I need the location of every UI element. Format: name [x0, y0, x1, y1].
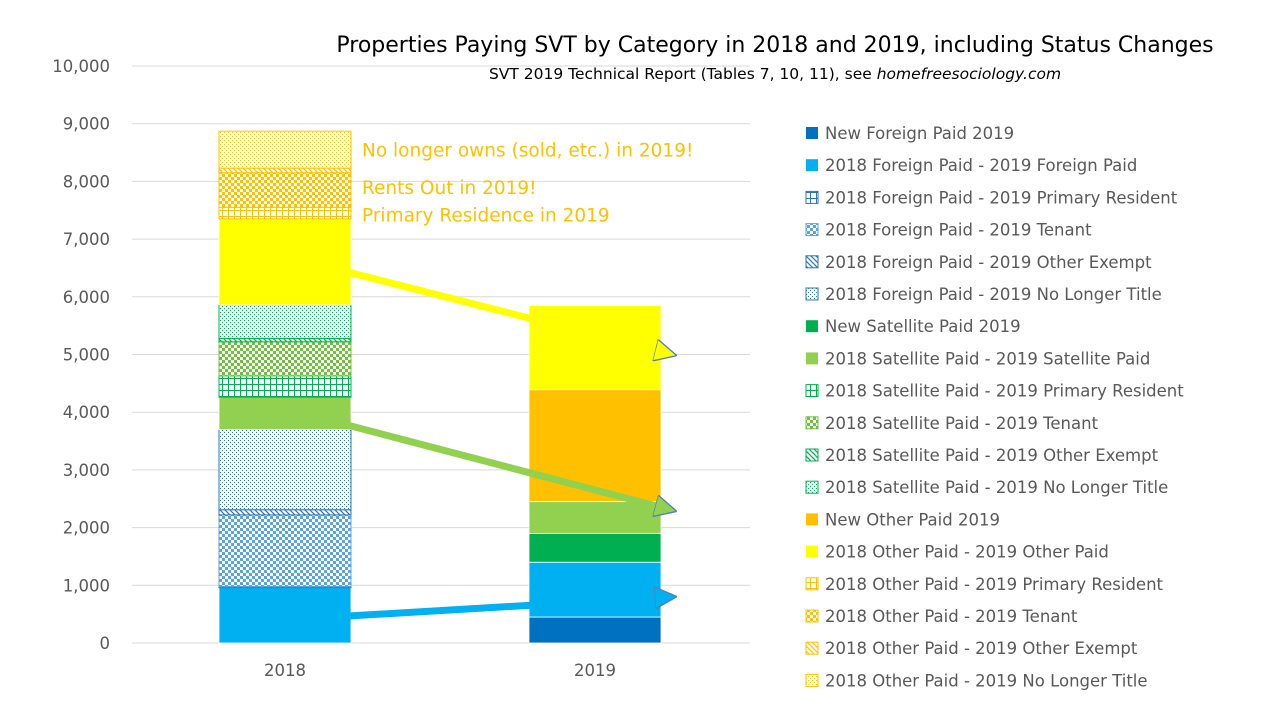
- x-tick-label: 2018: [264, 661, 306, 680]
- legend-label: 2018 Foreign Paid - 2019 Other Exempt: [825, 253, 1152, 272]
- bar-segment: [218, 341, 352, 377]
- legend-swatch: [805, 223, 819, 237]
- arrows: [330, 264, 673, 621]
- legend-label: 2018 Other Paid - 2019 No Longer Title: [825, 671, 1148, 690]
- legend-label: 2018 Satellite Paid - 2019 No Longer Tit…: [825, 478, 1168, 497]
- legend-swatch: [805, 190, 819, 204]
- bar-segment: [218, 206, 352, 220]
- bar-segment: [218, 509, 352, 516]
- legend-label: 2018 Satellite Paid - 2019 Primary Resid…: [825, 382, 1184, 401]
- legend-swatch: [806, 352, 818, 365]
- y-tick-label: 1,000: [63, 576, 110, 595]
- legend-label: 2018 Satellite Paid - 2019 Satellite Pai…: [825, 349, 1150, 368]
- legend-swatch: [805, 448, 819, 462]
- bar-segment: [218, 172, 352, 208]
- legend-swatch: [805, 416, 819, 430]
- legend-label: 2018 Foreign Paid - 2019 Tenant: [825, 221, 1092, 240]
- bar-segment: [218, 337, 352, 343]
- y-tick-label: 7,000: [63, 230, 110, 249]
- legend-swatch: [805, 255, 819, 269]
- legend-swatch: [805, 609, 819, 623]
- chart-title: Properties Paying SVT by Category in 201…: [336, 33, 1213, 58]
- legend-swatch: [806, 320, 818, 333]
- legend-label: 2018 Foreign Paid - 2019 Primary Residen…: [825, 188, 1178, 207]
- y-tick-label: 4,000: [63, 403, 110, 422]
- bar-segment: [528, 501, 662, 534]
- annotation: No longer owns (sold, etc.) in 2019!: [362, 141, 693, 162]
- bar-segment: [218, 514, 352, 587]
- legend-label: 2018 Other Paid - 2019 Tenant: [825, 607, 1078, 626]
- legend-swatch: [805, 384, 819, 398]
- trend-arrow: [330, 264, 673, 355]
- subtitle-prefix: SVT 2019 Technical Report (Tables 7, 10,…: [489, 65, 877, 83]
- trend-arrow: [330, 417, 673, 510]
- y-tick-label: 5,000: [63, 346, 110, 365]
- legend-label: 2018 Other Paid - 2019 Other Exempt: [825, 639, 1138, 658]
- bar-segment: [528, 616, 662, 644]
- bar-segment: [218, 587, 352, 644]
- legend-swatch: [805, 287, 819, 301]
- y-tick-label: 2,000: [63, 519, 110, 538]
- legend-label: New Foreign Paid 2019: [825, 124, 1014, 143]
- legend-label: 2018 Other Paid - 2019 Primary Resident: [825, 575, 1164, 594]
- y-axis: 0 1,000 2,000 3,000 4,000 5,000 6,000 7,000 8,00…: [52, 57, 110, 653]
- bar-segment: [218, 167, 352, 174]
- legend-label: 2018 Foreign Paid - 2019 No Longer Title: [825, 285, 1162, 304]
- legend-label: 2018 Other Paid - 2019 Other Paid: [825, 543, 1109, 562]
- legend-label: New Satellite Paid 2019: [825, 317, 1021, 336]
- annotation: Rents Out in 2019!: [362, 178, 537, 199]
- annotation: Primary Residence in 2019: [362, 205, 610, 226]
- bar-segment: [218, 375, 352, 398]
- y-tick-label: 9,000: [63, 115, 110, 134]
- y-tick-label: 10,000: [52, 57, 110, 76]
- legend-swatch: [806, 159, 818, 172]
- y-tick-label: 3,000: [63, 461, 110, 480]
- x-axis: 2018 2019: [264, 661, 616, 680]
- legend-swatch: [805, 480, 819, 494]
- annotations: No longer owns (sold, etc.) in 2019! Rent…: [362, 141, 693, 227]
- bar-segment: [528, 389, 662, 503]
- legend-swatch: [805, 673, 819, 687]
- y-tick-label: 6,000: [63, 288, 110, 307]
- trend-arrow: [331, 597, 673, 621]
- bar-segment: [528, 561, 662, 618]
- legend-swatch: [806, 545, 818, 558]
- x-tick-label: 2019: [574, 661, 616, 680]
- bars: [218, 130, 662, 644]
- legend-swatch: [806, 513, 818, 526]
- legend-swatch: [805, 641, 819, 655]
- bar-segment: [218, 304, 352, 339]
- legend-label: 2018 Satellite Paid - 2019 Other Exempt: [825, 446, 1159, 465]
- bar-segment: [218, 429, 352, 511]
- bar-segment: [218, 396, 352, 430]
- legend-swatch: [806, 127, 818, 139]
- y-tick-label: 8,000: [63, 172, 110, 191]
- bar-segment: [528, 532, 662, 563]
- chart-subtitle: SVT 2019 Technical Report (Tables 7, 10,…: [489, 65, 1061, 83]
- legend-label: 2018 Satellite Paid - 2019 Tenant: [825, 414, 1099, 433]
- y-tick-label: 0: [100, 634, 111, 653]
- subtitle-site: homefreesociology.com: [877, 65, 1061, 83]
- bar-segment: [218, 130, 352, 169]
- legend-swatch: [805, 577, 819, 591]
- bar-segment: [218, 218, 352, 306]
- legend-label: 2018 Foreign Paid - 2019 Foreign Paid: [825, 156, 1137, 175]
- legend-label: New Other Paid 2019: [825, 510, 1000, 529]
- legend: New Foreign Paid 2019 2018 Foreign Paid -…: [805, 124, 1184, 690]
